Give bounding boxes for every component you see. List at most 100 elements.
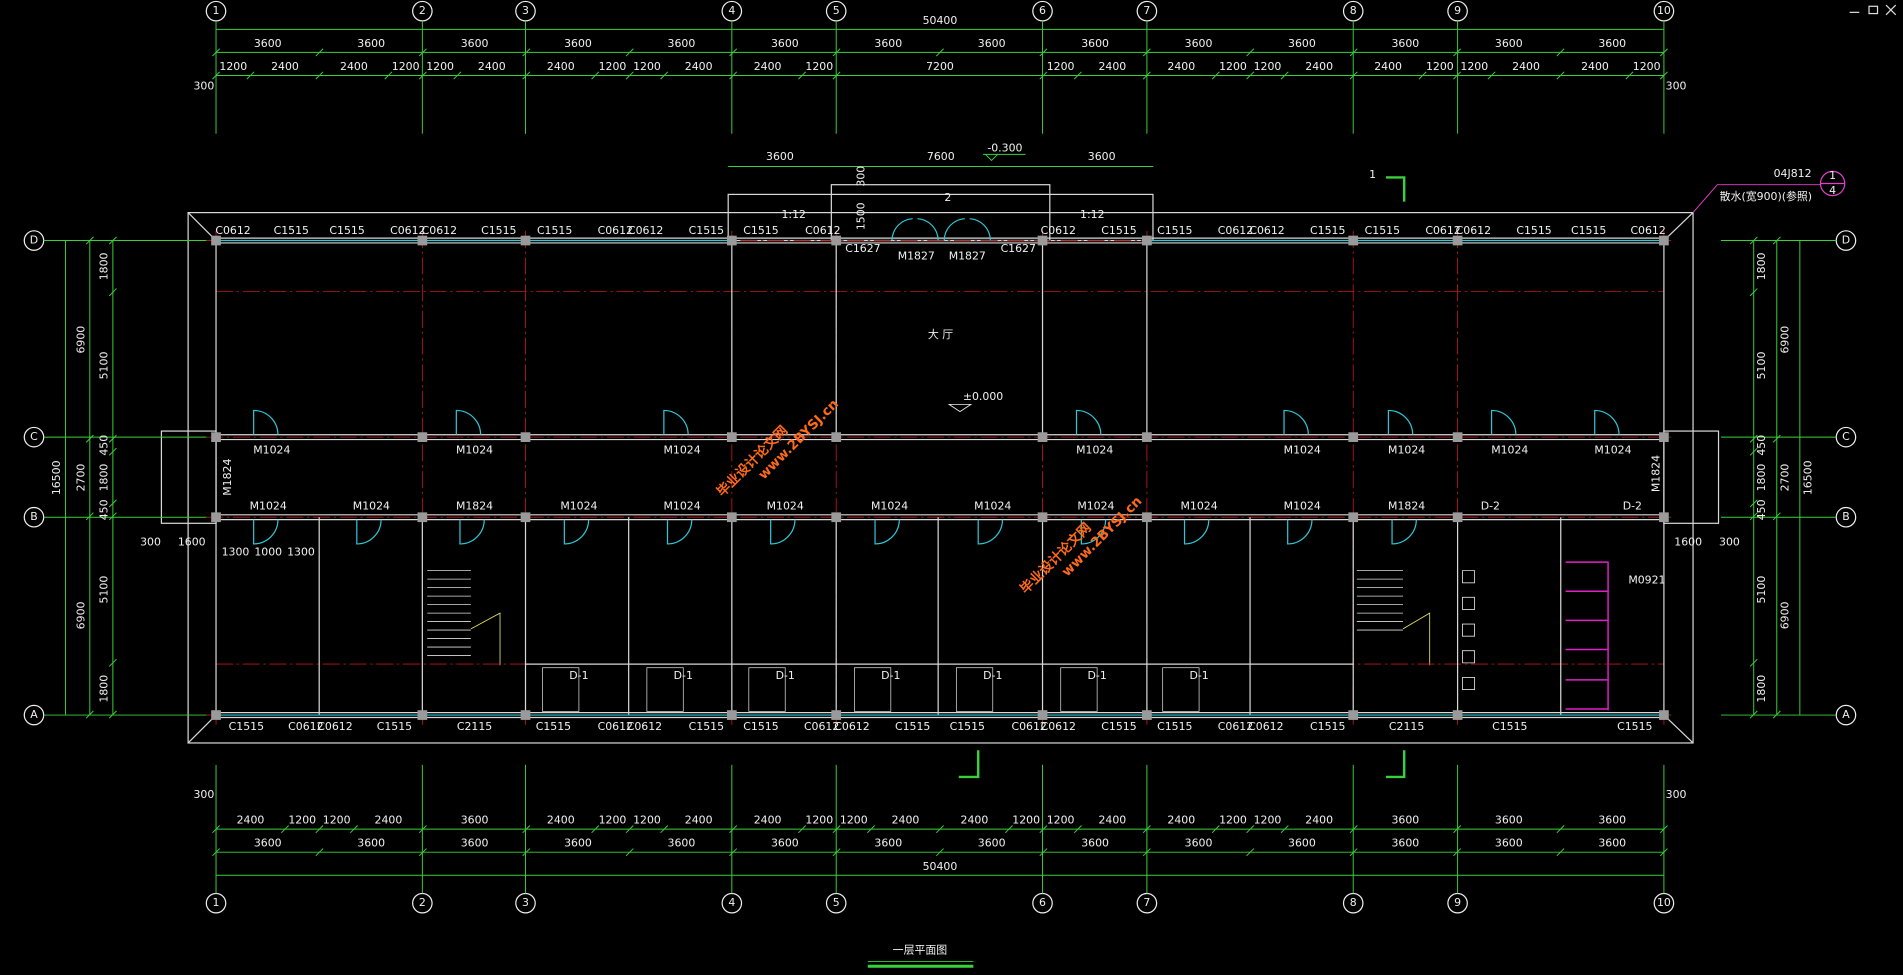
dimension-tick (1659, 71, 1668, 80)
dimension-text: 1200 (219, 60, 247, 73)
restore-button[interactable] (1868, 5, 1879, 15)
window-label: C0612 (317, 720, 352, 733)
door-label: M1024 (974, 499, 1011, 512)
dimension-text: 1800 (97, 252, 110, 280)
dimension-text: 6900 (1778, 326, 1791, 354)
column (726, 235, 737, 246)
window-label: C0612 (1218, 224, 1253, 237)
door-swing (1080, 519, 1107, 545)
dimension-tick (1349, 71, 1358, 80)
window-label: C1515 (1310, 720, 1345, 733)
dimension-text: 300 (193, 788, 214, 801)
window-label: C0612 (804, 720, 839, 733)
dimension-text: 1200 (805, 814, 833, 827)
dimension-text: 1200 (599, 60, 627, 73)
close-button[interactable] (1885, 4, 1897, 16)
door-swing (459, 519, 485, 545)
axis-label: C (30, 430, 38, 443)
column (520, 235, 531, 246)
column (417, 432, 428, 442)
window-label: C0612 (1456, 224, 1491, 237)
dimension-text: 2400 (237, 814, 265, 827)
detail-leader (1692, 184, 1821, 213)
door-label: M1024 (250, 499, 287, 512)
door-label: D-2 (1481, 499, 1500, 512)
window-label: C0612 (1011, 720, 1046, 733)
dimension-text: 2400 (478, 60, 506, 73)
window-label: C0612 (1041, 224, 1076, 237)
window-label: C0612 (1249, 224, 1284, 237)
dimension-text: 3600 (1598, 837, 1626, 850)
window-controls[interactable] (1849, 4, 1897, 16)
dimension-text: 1200 (1460, 60, 1488, 73)
toilet-stalls (1462, 561, 1609, 711)
dimension-text: 5100 (1755, 352, 1768, 380)
dimension-text: 1800 (97, 464, 110, 492)
dimension-text: 1200 (840, 814, 868, 827)
dimension-tick (1142, 825, 1151, 834)
column (726, 710, 737, 720)
dimension-text: 1200 (426, 60, 454, 73)
dimension-tick (522, 71, 531, 80)
window-label: C0612 (1425, 224, 1460, 237)
dimension-text: 3600 (978, 837, 1006, 850)
axis-label: 7 (1143, 896, 1150, 909)
dimension-text: 1200 (323, 814, 351, 827)
column (1659, 512, 1669, 523)
dimension-text: 3600 (771, 37, 799, 50)
dimension-text: 2700 (1778, 464, 1791, 492)
dimension-text: 7600 (927, 150, 955, 163)
column (520, 710, 531, 720)
dimension-text: 450 (97, 435, 110, 456)
door-swing (666, 519, 693, 545)
door-label: C1627 (845, 242, 880, 255)
window-label: C1515 (1571, 224, 1606, 237)
dimension-text: 1200 (288, 814, 316, 827)
dimension-tick (1749, 710, 1758, 719)
small-room (748, 667, 786, 712)
dimension-tick (1142, 848, 1151, 857)
window-label: C0612 (1218, 720, 1253, 733)
dimension-tick (85, 434, 94, 443)
door-swing (1387, 409, 1414, 435)
column (1348, 710, 1359, 720)
column (1037, 235, 1048, 246)
door-label: M1024 (1594, 443, 1631, 456)
column (726, 432, 737, 442)
dimension-tick (418, 848, 427, 857)
dimension-tick (349, 825, 358, 834)
column (211, 710, 221, 720)
stairs (427, 570, 1431, 666)
axis-label: 9 (1454, 896, 1461, 909)
column (520, 512, 531, 523)
dimension-text: 3600 (1598, 37, 1626, 50)
axis-label: 5 (833, 4, 840, 17)
ramp-text: 1:12 (781, 208, 806, 221)
dimension-text: 3600 (1391, 837, 1419, 850)
window-label: C0612 (288, 720, 323, 733)
dimension-text: 1200 (1047, 60, 1075, 73)
dimension-text: 3600 (668, 37, 696, 50)
dimension-tick (1246, 825, 1255, 834)
axis-label: B (1842, 510, 1849, 523)
window-label: C0612 (1630, 224, 1665, 237)
dimension-text: 3600 (1495, 814, 1523, 827)
dimension-text: 450 (1755, 435, 1768, 456)
dimension-tick (1556, 848, 1565, 857)
dimension-tick (1487, 71, 1496, 80)
dimension-tick (625, 848, 634, 857)
small-room (1162, 667, 1200, 712)
dimension-text: 300 (855, 166, 868, 187)
dimension-text: 3600 (766, 150, 794, 163)
dimension-text: 1600 (178, 536, 206, 549)
dimension-text: 1300 (222, 545, 250, 558)
dimension-tick (1772, 512, 1781, 521)
dimension-tick (798, 71, 807, 80)
window-label: C0612 (422, 224, 457, 237)
column (1348, 512, 1359, 523)
column (1037, 432, 1048, 442)
dimension-tick (522, 48, 531, 57)
door-label: M1824 (1650, 455, 1663, 492)
dimension-text: 3600 (357, 37, 385, 50)
door-swing (1594, 409, 1620, 435)
